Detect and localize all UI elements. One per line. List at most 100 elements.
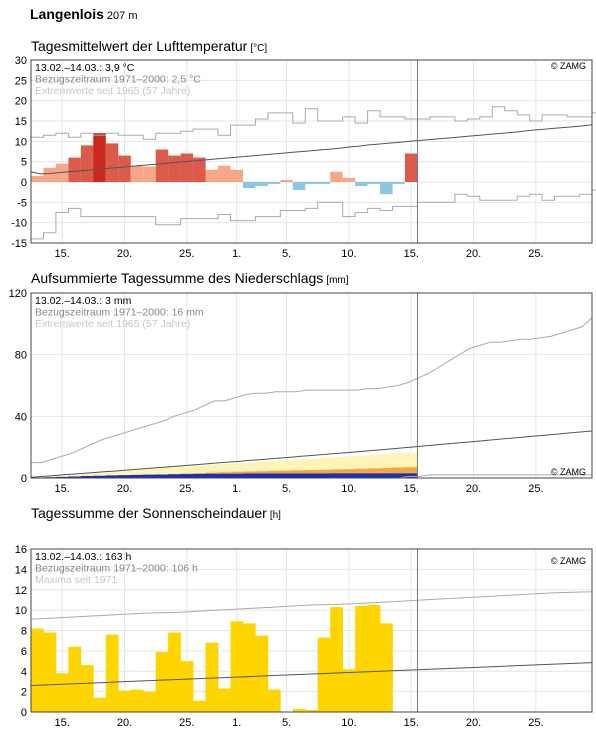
sunshine-bar [255, 635, 269, 712]
y-tick-label: 0 [21, 707, 27, 719]
sunshine-bar [267, 689, 281, 712]
temperature-bar [330, 171, 343, 182]
temperature-bar [242, 182, 256, 189]
x-tick-label: 25. [179, 483, 194, 495]
x-tick-label: 20. [117, 483, 132, 495]
station-elevation: 207 m [106, 10, 138, 22]
x-tick-label: 15. [55, 248, 70, 260]
x-tick-label: 20. [466, 483, 481, 495]
y-tick-label: -15 [11, 238, 27, 250]
temperature-bar [55, 163, 69, 182]
temperature-bar [342, 177, 356, 182]
sunshine-bar [80, 665, 94, 712]
sunshine-bar [180, 661, 194, 712]
x-tick-label: 25. [528, 248, 543, 260]
info-line: Bezugszeitraum 1971–2000: 106 h [35, 563, 198, 575]
y-tick-label: 4 [21, 666, 27, 678]
y-tick-label: 20 [15, 96, 27, 108]
temperature-bar [105, 143, 119, 182]
y-tick-label: 30 [15, 55, 27, 67]
temperature-bar [392, 182, 405, 184]
copyright-label: © ZAMG [551, 61, 586, 71]
x-tick-label: 25. [528, 717, 543, 729]
sunshine-bar [380, 623, 393, 712]
sunshine-bar [218, 688, 231, 712]
copyright-label: © ZAMG [551, 467, 586, 477]
station-heading: Langenlois 207 m [30, 6, 137, 22]
normal-line [30, 430, 593, 478]
sunshine-bar [317, 637, 331, 712]
y-tick-label: 10 [15, 605, 27, 617]
sunshine-bar [205, 642, 219, 712]
temperature-bar [68, 157, 81, 182]
sunshine-chart: 0 2 4 6 8 10 12 14 16 15. 20. 25. 1. 5. 10. 15. 20. 25. 13… [15, 544, 593, 729]
y-tick-label: 0 [21, 177, 27, 189]
sunshine-bar [230, 621, 244, 712]
sunshine-bar [130, 689, 144, 712]
info-line: Bezugszeitraum 1971–2000: 16 mm [35, 307, 204, 319]
temperature-title-text: Tagesmittelwert der Lufttemperatur [31, 38, 248, 54]
x-tick-label: 20. [466, 717, 481, 729]
sunshine-bar [105, 634, 119, 712]
current-precipitation-area [31, 473, 418, 478]
max-record-line [31, 317, 593, 464]
normal-line [30, 662, 593, 686]
normal-line [30, 124, 593, 175]
info-line: Maxima seit 1971 [35, 574, 117, 586]
y-tick-label: -10 [11, 218, 27, 230]
x-tick-label: 1. [232, 248, 241, 260]
temperature-chart-title: Tagesmittelwert der Lufttemperatur [°C] [31, 38, 267, 54]
y-tick-label: 120 [9, 288, 27, 300]
sunshine-bar [68, 646, 82, 712]
info-line: 13.02.–14.03.: 3 mm [35, 295, 132, 307]
copyright-label: © ZAMG [551, 556, 586, 566]
precipitation-unit: [mm] [326, 275, 349, 286]
x-tick-label: 1. [232, 483, 241, 495]
sunshine-chart-title: Tagessumme der Sonnenscheindauer [h] [31, 505, 281, 521]
temperature-bar [205, 169, 218, 182]
x-tick-label: 15. [404, 483, 419, 495]
precipitation-chart: 0 40 80 120 15. 20. 25. 1. 5. 10. 15. 20. 25. 13.02.–… [9, 288, 593, 495]
sunshine-bar [330, 607, 343, 712]
sunshine-bar [155, 651, 169, 712]
plot-frame [30, 292, 593, 479]
sunshine-bar [305, 710, 319, 712]
x-tick-label: 25. [528, 483, 543, 495]
x-tick-label: 5. [282, 717, 291, 729]
temperature-bar [405, 153, 418, 182]
temperature-bar [255, 182, 268, 187]
y-tick-label: 16 [15, 544, 27, 556]
temperature-bar [80, 145, 94, 182]
plot-frame [30, 59, 593, 244]
x-tick-label: 15. [55, 717, 70, 729]
y-tick-label: 15 [15, 116, 27, 128]
sunshine-bar [193, 700, 206, 712]
x-tick-label: 20. [117, 248, 132, 260]
max-record-line [30, 591, 593, 620]
temperature-bar [230, 169, 243, 182]
temperature-bar [155, 149, 169, 182]
x-tick-label: 25. [179, 717, 194, 729]
temperature-bar [317, 182, 331, 184]
y-tick-label: 5 [21, 157, 27, 169]
x-tick-label: 20. [117, 717, 132, 729]
sunshine-bar [292, 708, 306, 712]
temperature-bar [43, 167, 56, 182]
temperature-bar [31, 175, 44, 182]
temperature-bar [355, 182, 368, 187]
temperature-bar [118, 155, 131, 182]
x-tick-label: 15. [55, 483, 70, 495]
temperature-bar [180, 153, 194, 182]
x-tick-label: 15. [404, 248, 419, 260]
y-tick-label: 40 [15, 411, 27, 423]
y-tick-label: 8 [21, 626, 27, 638]
x-tick-label: 20. [466, 248, 481, 260]
info-line: Extremwerte seit 1965 (57 Jahre) [35, 85, 190, 97]
temperature-bar [218, 165, 231, 182]
y-tick-label: 25 [15, 75, 27, 87]
y-tick-label: -5 [17, 197, 27, 209]
y-tick-label: 14 [15, 564, 27, 576]
plot-frame [30, 548, 593, 713]
sunshine-bar [43, 632, 57, 712]
